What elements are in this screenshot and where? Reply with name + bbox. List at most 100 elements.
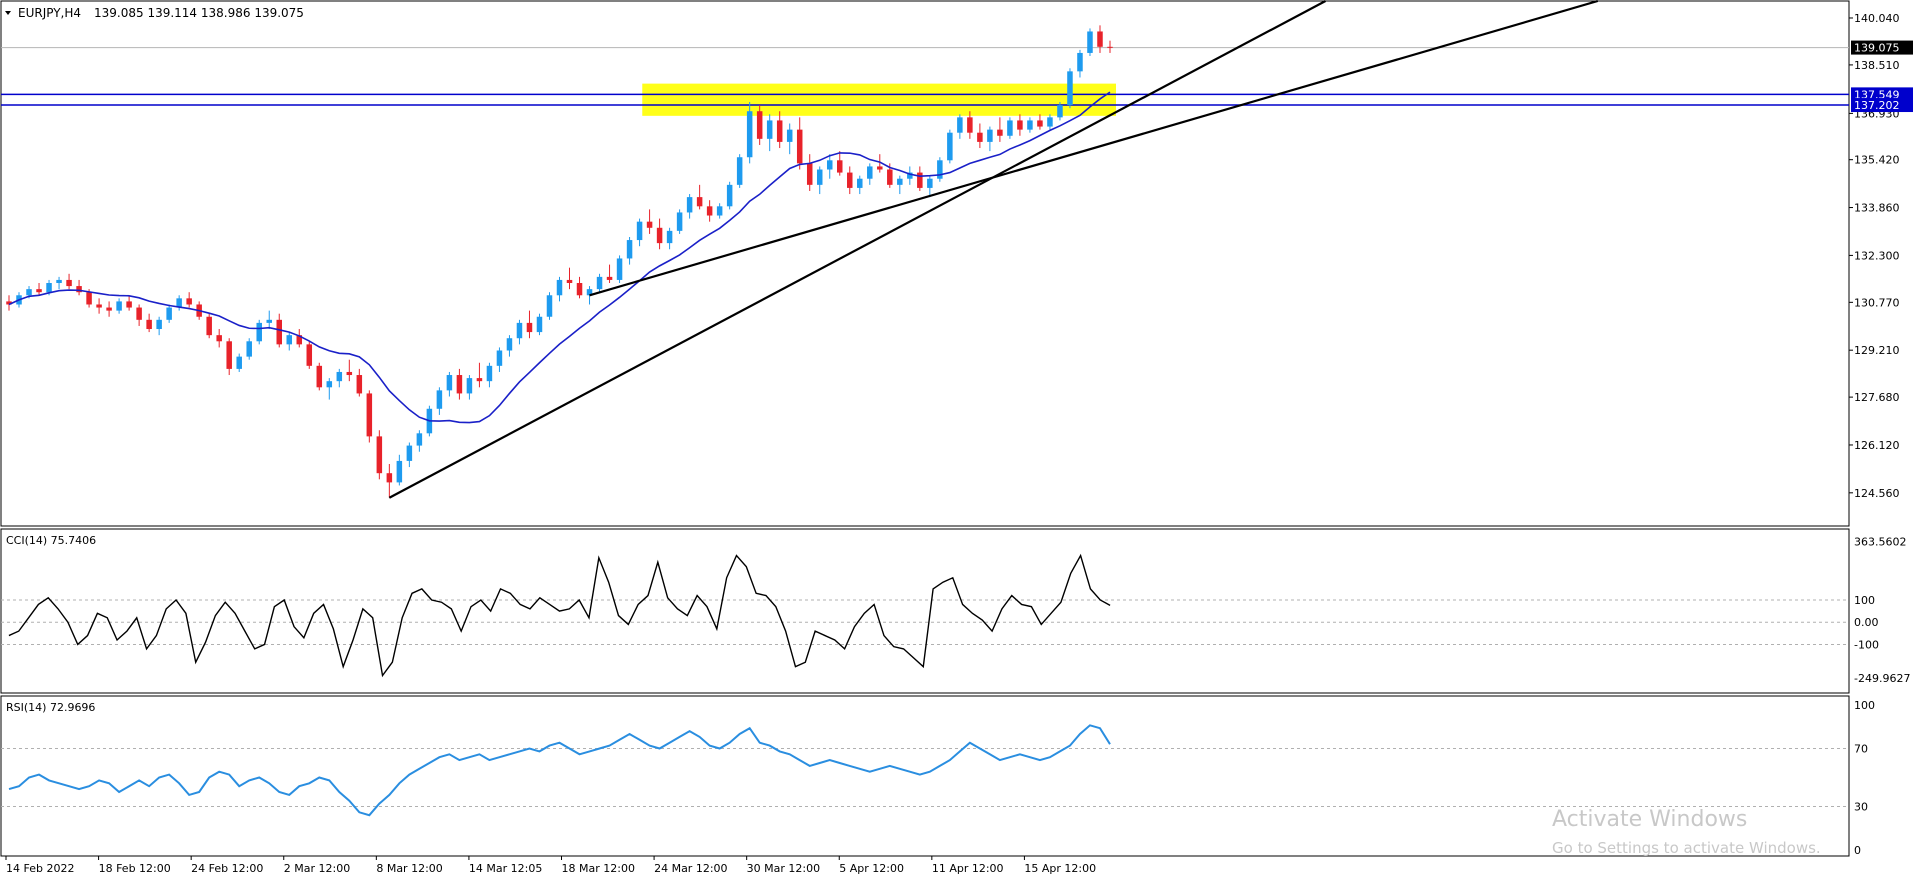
candle-body <box>686 197 693 213</box>
price-tick-label: 140.040 <box>1854 12 1900 25</box>
candle-body <box>1007 120 1013 136</box>
candle-body <box>26 289 32 296</box>
candle-body <box>76 286 82 293</box>
candle-body <box>736 157 743 185</box>
candle-body <box>1027 120 1033 130</box>
candle-body <box>386 473 393 483</box>
candle-body <box>646 221 653 228</box>
time-tick-label: 8 Mar 12:00 <box>376 862 442 875</box>
candle-body <box>276 319 283 345</box>
candle-body <box>256 322 262 342</box>
watermark-title: Activate Windows <box>1552 807 1747 832</box>
time-tick-label: 30 Mar 12:00 <box>747 862 820 875</box>
candle-body <box>6 301 12 305</box>
cci-tick-label: -249.9627 <box>1854 672 1910 685</box>
candle-body <box>1037 120 1043 127</box>
candle-body <box>847 172 853 188</box>
candle-body <box>506 338 513 351</box>
candle-body <box>106 307 112 311</box>
candle-body <box>676 212 683 231</box>
candle-body <box>987 129 993 142</box>
candle-body <box>756 111 763 139</box>
candle-body <box>726 184 733 207</box>
cci-panel <box>0 528 1850 694</box>
candle-body <box>786 129 793 142</box>
level-label: 137.202 <box>1854 99 1900 112</box>
candle-body <box>206 316 212 336</box>
uptrend-line-major[interactable] <box>388 0 1327 499</box>
time-tick-label: 2 Mar 12:00 <box>284 862 350 875</box>
candle-body <box>456 375 463 394</box>
candle-body <box>576 283 583 296</box>
candle-body <box>356 375 363 394</box>
price-tick-label: 130.770 <box>1854 296 1900 309</box>
time-tick-label: 11 Apr 12:00 <box>932 862 1004 875</box>
candle-body <box>86 292 92 305</box>
ohlc-header: 139.085 139.114 138.986 139.075 <box>94 6 304 20</box>
symbol-header: EURJPY,H4 <box>18 6 81 20</box>
candle-body <box>806 163 813 185</box>
price-tick-label: 127.680 <box>1854 391 1900 404</box>
candle-body <box>536 316 543 333</box>
candle-body <box>857 178 863 188</box>
candle-body <box>486 365 493 382</box>
candle-body <box>636 221 643 241</box>
candle-body <box>46 283 52 293</box>
candle-body <box>766 120 773 139</box>
rsi-label: RSI(14) 72.9696 <box>6 701 95 714</box>
candle-body <box>626 240 633 259</box>
candle-body <box>246 341 252 357</box>
candle-body <box>1067 71 1073 106</box>
cci-line <box>8 553 1111 678</box>
cci-tick-label: -100 <box>1854 638 1879 651</box>
candle-body <box>586 289 593 296</box>
candle-body <box>376 436 383 474</box>
cci-tick-label: 363.5602 <box>1854 535 1907 548</box>
level-marker <box>1851 98 1913 113</box>
candle-body <box>156 319 162 330</box>
time-tick-label: 24 Mar 12:00 <box>654 862 727 875</box>
uptrend-line-minor[interactable] <box>589 0 1599 297</box>
candle-body <box>1057 105 1063 118</box>
candle-body <box>366 393 373 437</box>
time-tick-label: 18 Mar 12:00 <box>562 862 635 875</box>
candle-body <box>997 129 1003 136</box>
price-tick-label: 124.560 <box>1854 487 1900 500</box>
price-tick-label: 126.120 <box>1854 439 1900 452</box>
main-price-panel <box>0 0 1850 527</box>
candle-body <box>496 350 503 366</box>
candle-body <box>556 279 563 296</box>
candle-body <box>416 433 423 446</box>
watermark-subtitle: Go to Settings to activate Windows. <box>1552 839 1821 857</box>
rsi-tick-label: 30 <box>1854 801 1868 814</box>
collapse-arrow-icon[interactable] <box>5 11 11 15</box>
candle-body <box>566 279 573 284</box>
cci-tick-label: 0.00 <box>1854 616 1879 629</box>
candle-body <box>216 335 222 342</box>
candle-body <box>947 132 953 161</box>
candle-body <box>136 307 142 320</box>
candle-body <box>306 344 313 366</box>
time-tick-label: 5 Apr 12:00 <box>839 862 904 875</box>
candle-body <box>526 322 533 333</box>
price-tick-label: 138.510 <box>1854 59 1900 72</box>
candle-body <box>56 279 62 284</box>
candle-body <box>1107 46 1113 48</box>
candle-body <box>436 390 443 409</box>
candle-body <box>476 378 483 382</box>
candle-body <box>937 160 943 179</box>
candle-body <box>316 365 323 388</box>
moving-average-line <box>8 91 1111 424</box>
candle-body <box>977 132 983 142</box>
candle-body <box>286 335 293 345</box>
candle-body <box>406 445 413 461</box>
last-price-label: 139.075 <box>1854 42 1900 55</box>
candle-body <box>116 301 122 311</box>
candle-body <box>446 375 453 391</box>
rsi-tick-label: 70 <box>1854 743 1868 756</box>
candle-body <box>696 197 703 207</box>
candle-body <box>546 295 553 317</box>
candle-body <box>186 298 192 305</box>
time-tick-label: 18 Feb 12:00 <box>99 862 171 875</box>
